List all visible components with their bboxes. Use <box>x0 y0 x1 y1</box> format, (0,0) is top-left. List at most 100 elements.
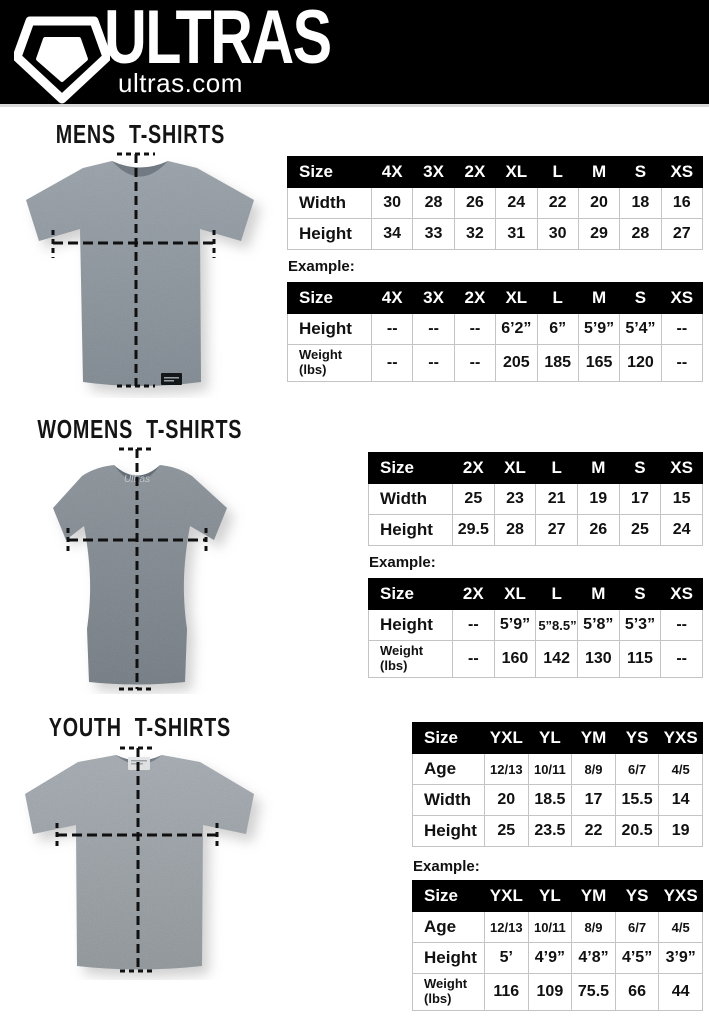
column-header: YM <box>571 880 616 912</box>
row-label: Age <box>412 753 485 785</box>
mens-example-table: Size 4X 3X 2X XL L M S XS Height -- -- -- 6’2” 6” 5’9” 5… <box>287 282 704 382</box>
table-cell: -- <box>452 609 495 641</box>
column-header: L <box>535 578 578 610</box>
row-label: Height <box>412 815 485 847</box>
table-cell: 4’5” <box>614 942 660 974</box>
youth-section-title: YOUTH T-SHIRTS <box>48 712 232 742</box>
table-cell: 27 <box>660 218 704 250</box>
table-row: Weight (lbs) -- 160 142 130 115 -- <box>368 640 703 678</box>
column-header: S <box>618 578 662 610</box>
row-label: Weight (lbs) <box>368 640 453 678</box>
table-cell: 27 <box>535 514 578 546</box>
table-row: Age 12/13 10/11 8/9 6/7 4/5 <box>412 753 703 785</box>
table-cell: 31 <box>495 218 538 250</box>
table-cell: 28 <box>619 218 662 250</box>
table-row: Height 34 33 32 31 30 29 28 27 <box>287 218 704 250</box>
column-header: 2X <box>453 282 497 314</box>
table-cell: 33 <box>412 218 455 250</box>
table-cell: -- <box>370 344 414 382</box>
column-header: M <box>577 282 621 314</box>
table-cell: 16 <box>660 187 704 219</box>
table-cell: 66 <box>614 973 660 1011</box>
column-header: 4X <box>370 156 414 188</box>
table-cell: 20.5 <box>614 815 660 847</box>
table-cell: 19 <box>576 483 620 515</box>
table-cell: 4’8” <box>571 942 616 974</box>
table-cell: 23 <box>493 483 537 515</box>
youth-measurement-lines <box>55 746 219 973</box>
row-label: Width <box>412 784 485 816</box>
column-header: M <box>576 452 620 484</box>
table-cell: 30 <box>370 187 414 219</box>
column-header: M <box>576 578 620 610</box>
mens-section-title: MENS T-SHIRTS <box>55 119 225 149</box>
brand-title: ULTRAS <box>104 0 332 80</box>
column-header: 2X <box>452 578 495 610</box>
table-row: Weight (lbs) -- -- -- 205 185 165 120 -- <box>287 344 704 382</box>
column-header: YXL <box>484 722 529 754</box>
mens-measurement-lines <box>51 152 216 388</box>
column-header: 3X <box>412 282 455 314</box>
womens-size-table: Size 2X XL L M S XS Width 25 23 21 19 17 15 Height 29.5… <box>368 452 703 546</box>
table-cell: 205 <box>495 344 538 382</box>
womens-example-label: Example: <box>369 554 436 571</box>
row-label: Height <box>287 313 372 345</box>
ultras-logo-icon <box>14 16 110 104</box>
table-cell: 4’9” <box>527 942 573 974</box>
column-header: L <box>536 282 579 314</box>
table-row: Height 25 23.5 22 20.5 19 <box>412 815 703 847</box>
size-table-grid: Size 2X XL L M S XS Height -- 5’9” 5”8.5” 5’8” 5’3” -… <box>368 578 703 678</box>
table-cell: -- <box>660 640 703 678</box>
table-cell: -- <box>660 313 704 345</box>
table-header-row: Size YXL YL YM YS YXS <box>412 722 703 754</box>
table-cell: 34 <box>370 218 414 250</box>
column-header: XL <box>493 578 537 610</box>
column-header: 3X <box>412 156 455 188</box>
table-row: Height -- -- -- 6’2” 6” 5’9” 5’4” -- <box>287 313 704 345</box>
womens-section-title: WOMENS T-SHIRTS <box>37 414 243 444</box>
table-row: Age 12/13 10/11 8/9 6/7 4/5 <box>412 911 703 943</box>
column-header: XS <box>660 156 704 188</box>
table-cell: 3’9” <box>658 942 703 974</box>
table-cell: 5’3” <box>618 609 662 641</box>
row-label: Width <box>287 187 372 219</box>
hem-tag <box>161 373 182 385</box>
table-cell: 15.5 <box>614 784 660 816</box>
table-cell: 115 <box>618 640 662 678</box>
table-row: Width 30 28 26 24 22 20 18 16 <box>287 187 704 219</box>
womens-measurement-lines <box>66 447 208 691</box>
size-table-grid: Size 4X 3X 2X XL L M S XS Height -- -- -- 6’2” 6” 5’9” 5… <box>287 282 704 382</box>
table-cell: -- <box>660 609 703 641</box>
row-label: Height <box>412 942 485 974</box>
table-cell: 109 <box>527 973 573 1011</box>
column-header: L <box>536 156 579 188</box>
table-cell: 25 <box>618 514 662 546</box>
table-row: Height -- 5’9” 5”8.5” 5’8” 5’3” -- <box>368 609 703 641</box>
womens-example-table: Size 2X XL L M S XS Height -- 5’9” 5”8.5” 5’8” 5’3” -… <box>368 578 703 678</box>
table-cell: 18.5 <box>527 784 573 816</box>
table-cell: -- <box>370 313 414 345</box>
table-cell: 75.5 <box>571 973 616 1011</box>
column-header: XS <box>660 282 704 314</box>
size-table-grid: Size YXL YL YM YS YXS Age 12/13 10/11 8/9 6/7 4/5 He… <box>412 880 703 1011</box>
table-cell: 19 <box>658 815 703 847</box>
youth-example-label: Example: <box>413 858 480 875</box>
table-cell: 24 <box>495 187 538 219</box>
table-cell: 29 <box>577 218 621 250</box>
table-cell: 22 <box>536 187 579 219</box>
column-header: YS <box>614 880 660 912</box>
row-label: Height <box>368 609 453 641</box>
table-row: Height 5’ 4’9” 4’8” 4’5” 3’9” <box>412 942 703 974</box>
size-table-grid: Size YXL YL YM YS YXS Age 12/13 10/11 8/9 6/7 4/5 Wi… <box>412 722 703 847</box>
column-header-size: Size <box>368 578 453 610</box>
table-cell: 4/5 <box>658 753 703 785</box>
column-header-size: Size <box>368 452 453 484</box>
column-header: YXS <box>658 880 703 912</box>
table-header-row: Size 4X 3X 2X XL L M S XS <box>287 156 704 188</box>
table-cell: 17 <box>618 483 662 515</box>
column-header: S <box>618 452 662 484</box>
table-cell: 32 <box>453 218 497 250</box>
table-cell: 15 <box>660 483 703 515</box>
table-cell: 4/5 <box>658 911 703 943</box>
